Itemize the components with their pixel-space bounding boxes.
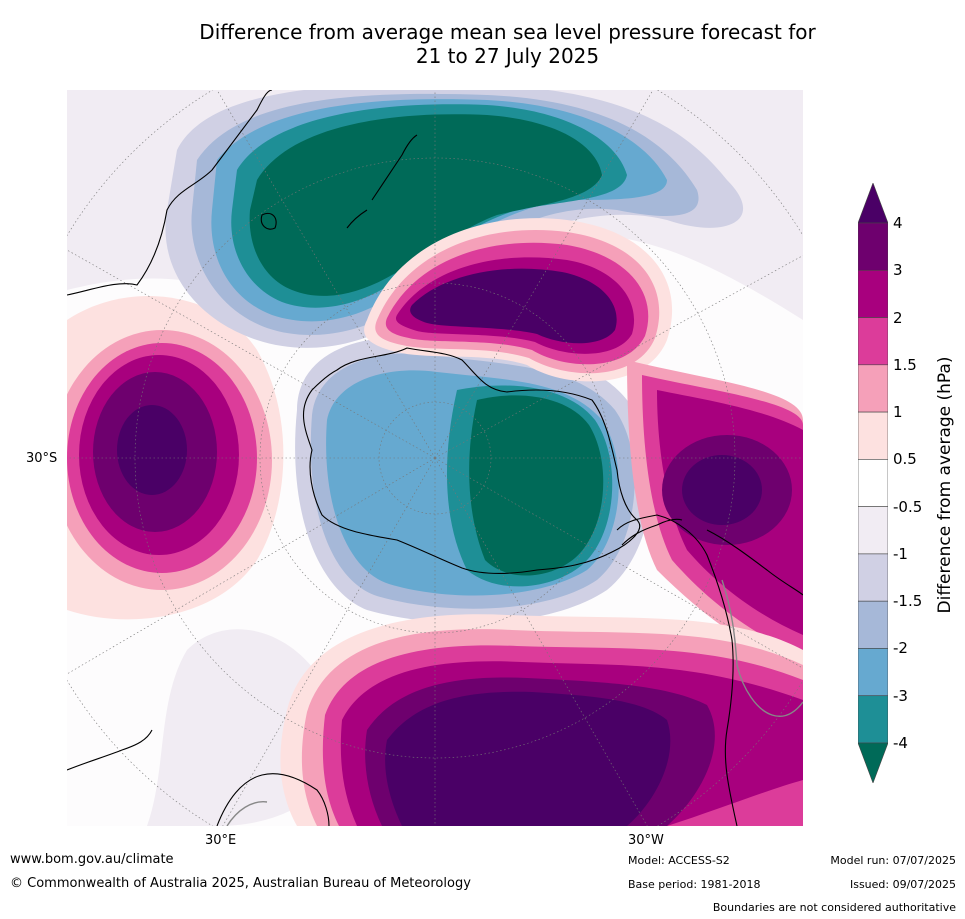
- footer-copyright: © Commonwealth of Australia 2025, Austra…: [10, 876, 471, 891]
- indian-ocean-high-anomaly: [67, 330, 272, 590]
- colorbar-tick-label: 3: [893, 261, 903, 280]
- colorbar-tick-label: -4: [893, 734, 908, 752]
- colorbar-segment: [857, 648, 889, 697]
- australia-coast: [67, 90, 273, 296]
- colorbar-segment: [857, 269, 889, 318]
- antarctic-peninsula: [621, 518, 683, 546]
- map-svg: [67, 90, 803, 826]
- colorbar-tick-label: -0.5: [893, 497, 923, 516]
- title-line-1: Difference from average mean sea level p…: [199, 20, 816, 44]
- antarctic-low-anomaly: [295, 337, 652, 624]
- colorbar-extend-max: [857, 182, 889, 224]
- latitude-label-30s: 30°S: [26, 451, 58, 466]
- south-america-high-anomaly: [627, 360, 803, 670]
- map-title: Difference from average mean sea level p…: [0, 20, 965, 68]
- footer-model: Model: ACCESS-S2: [628, 854, 730, 867]
- tasman-low-anomaly: [165, 90, 743, 348]
- south-america-coast: [616, 514, 738, 826]
- longitude-label-30w: 30°W: [628, 833, 664, 848]
- colorbar-tick-label: 0.5: [893, 450, 917, 469]
- title-line-2: 21 to 27 July 2025: [415, 44, 600, 68]
- colorbar-svg: [857, 182, 889, 784]
- colorbar-segment: [857, 695, 889, 744]
- colorbar-tick-label: 2: [893, 308, 903, 327]
- colorbar-segment: [857, 317, 889, 366]
- pressure-anomaly-map: [67, 90, 803, 826]
- new-zealand-coast: [346, 134, 418, 229]
- africa-coast: [67, 729, 330, 826]
- colorbar-tick-label: 1: [893, 403, 903, 422]
- colorbar-tick-label: 1.5: [893, 355, 917, 374]
- colorbar-segment: [857, 411, 889, 460]
- graticule: [67, 90, 803, 826]
- south-atlantic-high-anomaly: [364, 218, 673, 382]
- colorbar-tick-label: -1: [893, 544, 908, 563]
- colorbar-segment: [857, 222, 889, 271]
- colorbar-label: Difference from average (hPa): [935, 356, 955, 614]
- colorbar-segment: [857, 600, 889, 649]
- colorbar-tick-label: -1.5: [893, 592, 923, 611]
- footer-issued: Issued: 09/07/2025: [849, 878, 956, 891]
- colorbar-extend-min: [857, 742, 889, 784]
- colorbar-segment: [857, 506, 889, 555]
- southern-high-anomaly: [280, 614, 803, 826]
- footer-base-period: Base period: 1981-2018: [628, 878, 761, 891]
- colorbar-segment: [857, 459, 889, 507]
- footer-disclaimer: Boundaries are not considered authoritat…: [712, 901, 956, 914]
- coastlines: [67, 90, 803, 826]
- south-america-coast-east: [706, 529, 803, 596]
- colorbar-tick-label: -3: [893, 686, 908, 705]
- tasmania-coast: [260, 212, 277, 230]
- political-boundaries: [226, 579, 803, 826]
- longitude-label-30e: 30°E: [205, 833, 237, 848]
- colorbar-segment: [857, 364, 889, 413]
- footer-url: www.bom.gov.au/climate: [10, 852, 174, 867]
- colorbar-tick-label: -2: [893, 639, 908, 658]
- footer-model-run: Model run: 07/07/2025: [830, 854, 956, 867]
- colorbar-tick-label: 4: [893, 214, 903, 232]
- colorbar-segment: [857, 553, 889, 602]
- antarctica-coast: [302, 347, 640, 575]
- colorbar: [857, 182, 889, 784]
